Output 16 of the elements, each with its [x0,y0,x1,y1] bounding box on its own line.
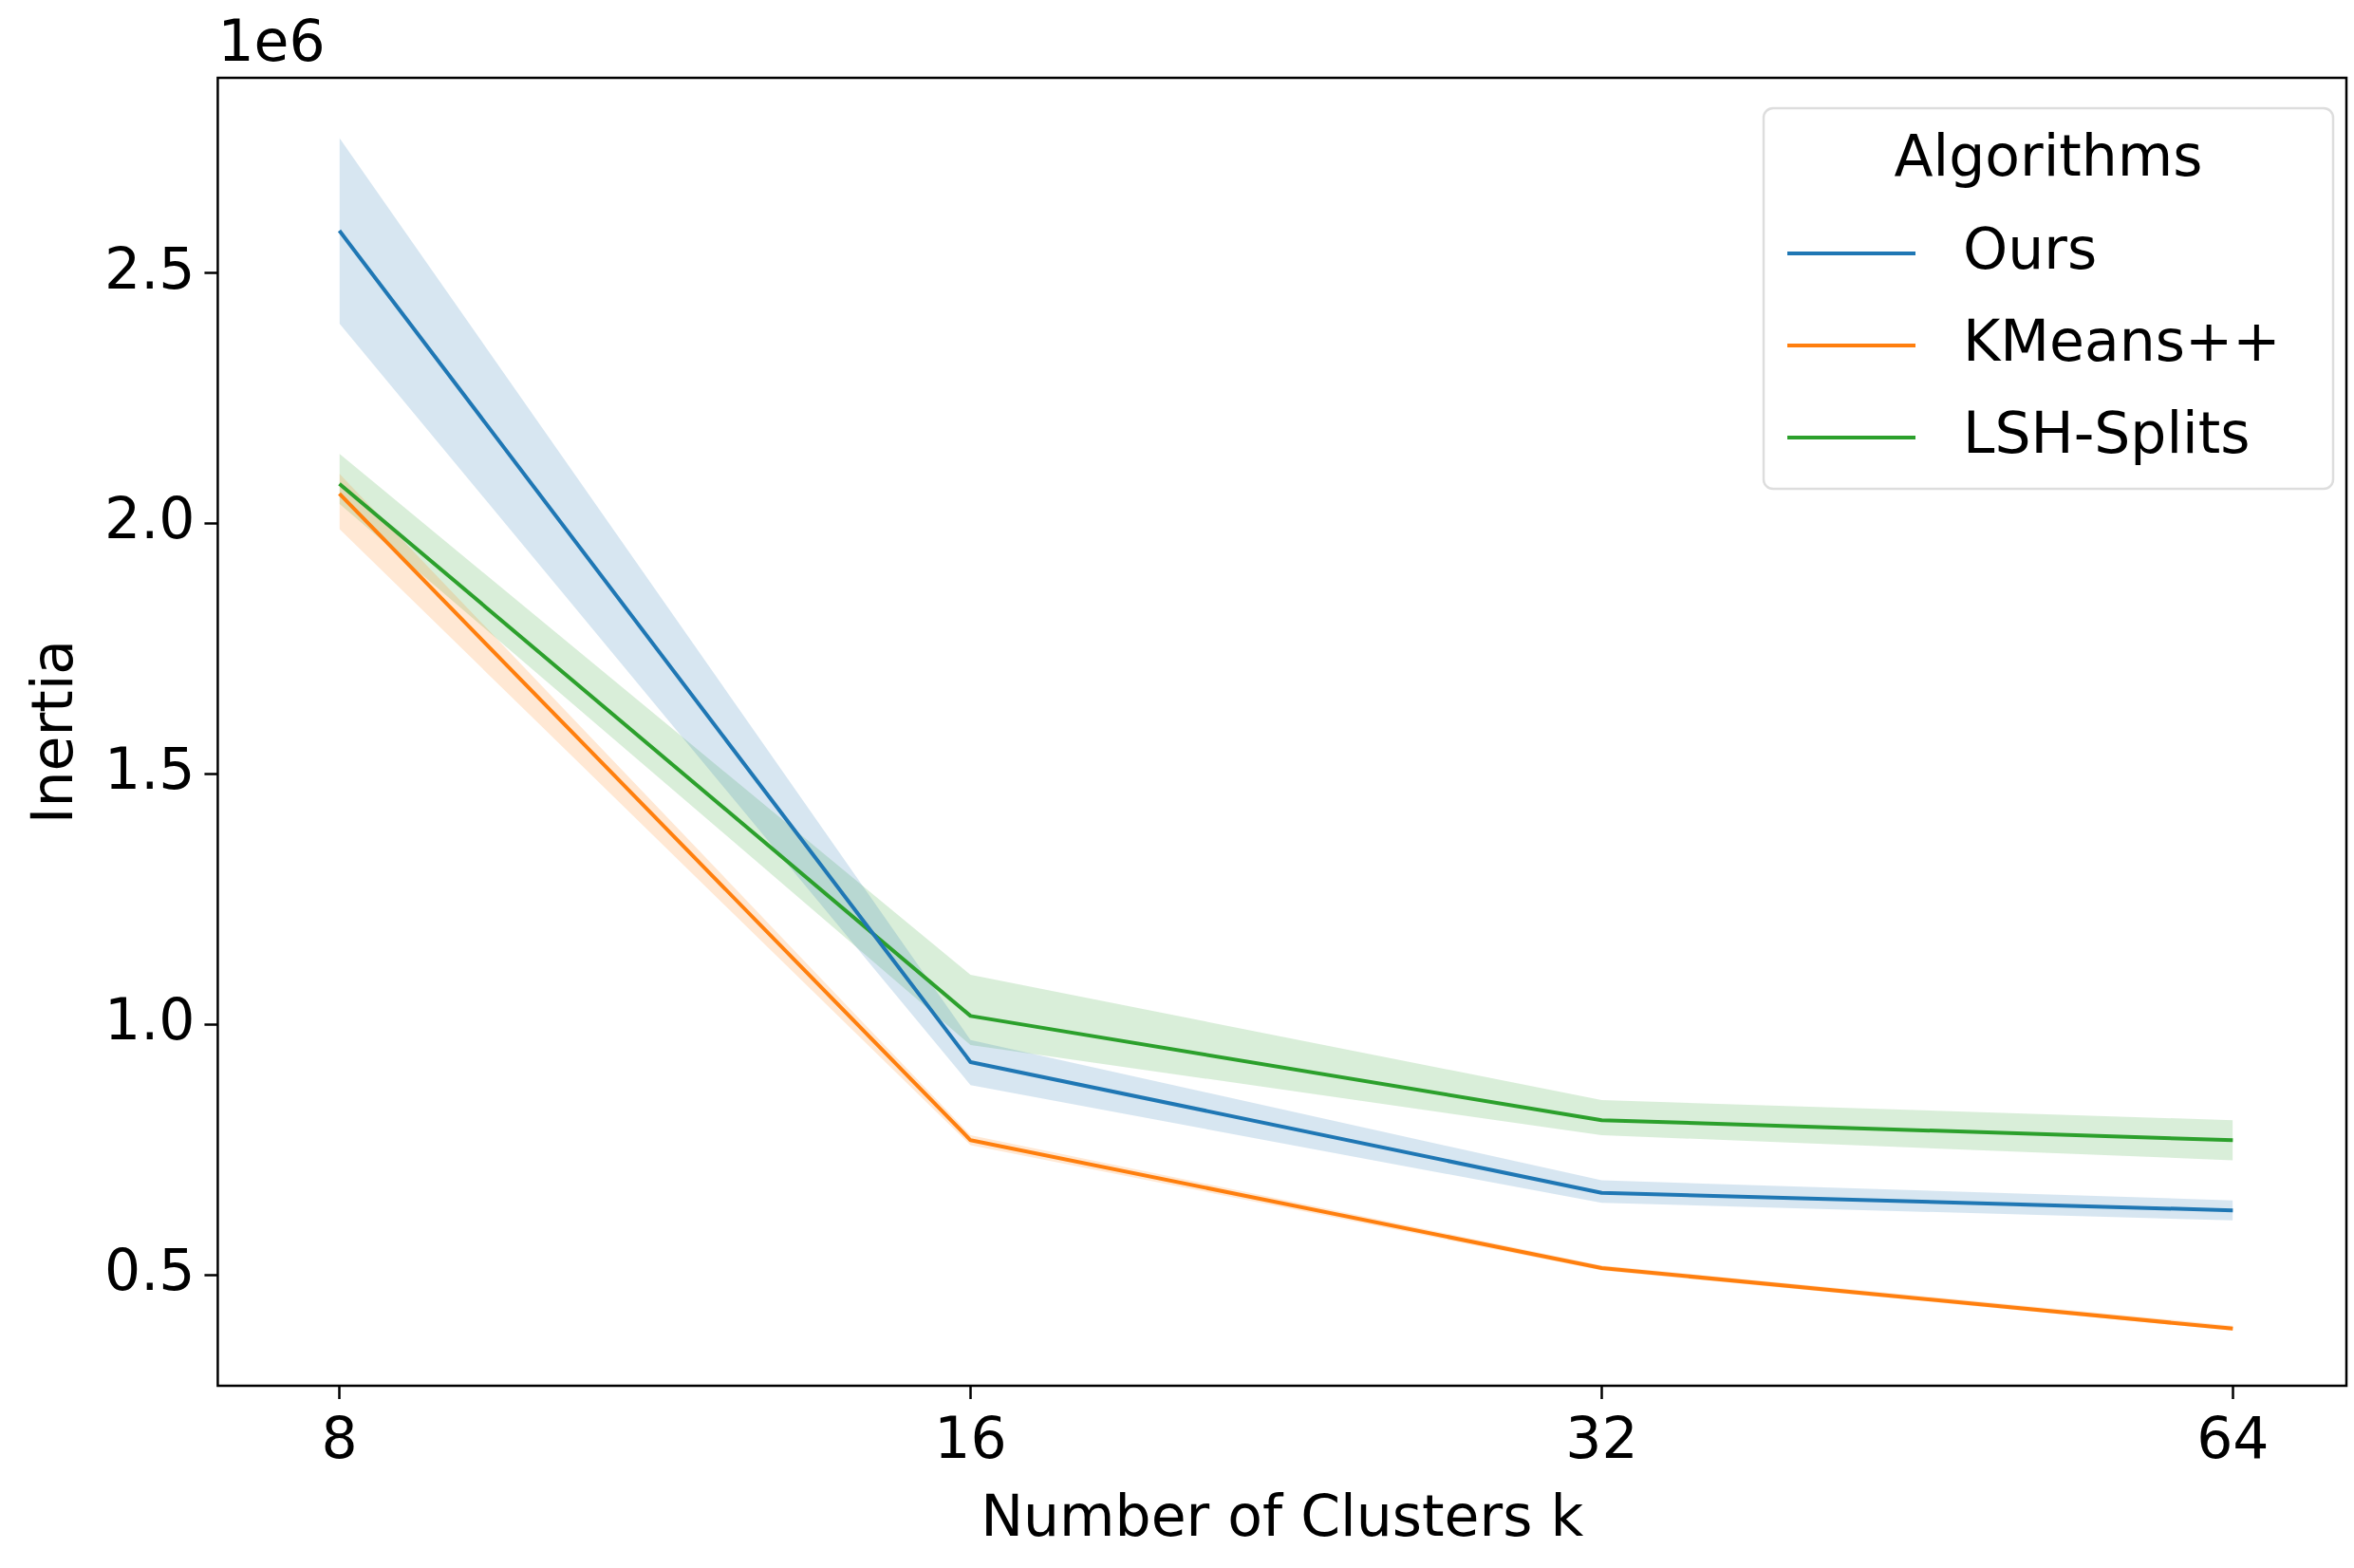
x-tick-label: 16 [934,1404,1007,1471]
y-tick-label: 1.5 [104,736,196,803]
x-tick-label: 64 [2196,1404,2270,1471]
y-tick-label: 2.5 [104,234,196,302]
legend-label: Ours [1963,215,2098,282]
legend-label: LSH-Splits [1963,399,2251,466]
x-tick-label: 8 [321,1404,358,1471]
y-tick-label: 2.0 [104,485,196,552]
y-tick-label: 1.0 [104,986,196,1054]
x-tick-label: 32 [1565,1404,1638,1471]
legend-title: Algorithms [1894,121,2203,189]
y-tick-label: 0.5 [104,1237,196,1304]
x-axis-title: Number of Clusters k [981,1482,1584,1549]
legend-label: KMeans++ [1963,307,2281,374]
text: 1e6 [217,7,326,74]
y-axis-title: Inertia [18,639,85,825]
